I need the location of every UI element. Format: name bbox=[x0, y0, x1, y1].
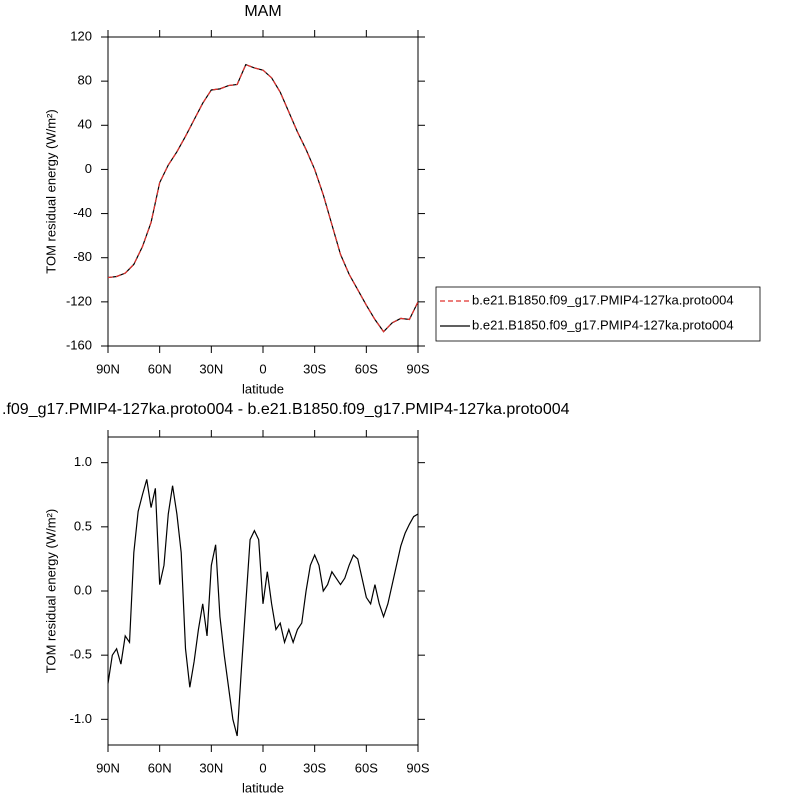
y-tick-label: -120 bbox=[66, 293, 92, 308]
legend-label: b.e21.B1850.f09_g17.PMIP4-127ka.proto004 bbox=[472, 292, 734, 307]
y-tick-label: 0.5 bbox=[74, 518, 92, 533]
y-tick-label: 40 bbox=[78, 117, 92, 132]
x-tick-label: 60N bbox=[148, 361, 172, 376]
y-tick-label: -40 bbox=[73, 205, 92, 220]
y-tick-label: 120 bbox=[70, 28, 92, 43]
plot-frame bbox=[107, 36, 419, 347]
y-tick-label: 1.0 bbox=[74, 454, 92, 469]
data-line bbox=[107, 63, 419, 333]
x-tick-label: 30S bbox=[303, 361, 326, 376]
x-tick-label: 60S bbox=[355, 760, 378, 775]
x-tick-label: 30N bbox=[199, 361, 223, 376]
y-tick-label: -80 bbox=[73, 249, 92, 264]
x-tick-label: 30N bbox=[199, 760, 223, 775]
chart-title: MAM bbox=[244, 3, 281, 20]
y-tick-label: 0.0 bbox=[74, 582, 92, 597]
chart-title: .f09_g17.PMIP4-127ka.proto004 - b.e21.B1… bbox=[2, 401, 570, 418]
x-tick-label: 60N bbox=[148, 760, 172, 775]
x-tick-label: 90N bbox=[96, 760, 120, 775]
y-tick-label: -1.0 bbox=[70, 711, 92, 726]
data-line bbox=[107, 479, 419, 737]
x-tick-label: 0 bbox=[259, 760, 266, 775]
x-axis-label: latitude bbox=[242, 381, 284, 396]
legend-label: b.e21.B1850.f09_g17.PMIP4-127ka.proto004 bbox=[472, 317, 734, 332]
x-tick-label: 90S bbox=[406, 361, 429, 376]
x-tick-label: 90N bbox=[96, 361, 120, 376]
x-axis-label: latitude bbox=[242, 780, 284, 795]
y-tick-label: 80 bbox=[78, 73, 92, 88]
x-tick-label: 90S bbox=[406, 760, 429, 775]
plot-frame bbox=[107, 436, 419, 746]
x-tick-label: 60S bbox=[355, 361, 378, 376]
x-tick-label: 0 bbox=[259, 361, 266, 376]
y-tick-label: -0.5 bbox=[70, 647, 92, 662]
y-tick-label: -160 bbox=[66, 337, 92, 352]
x-tick-label: 30S bbox=[303, 760, 326, 775]
y-axis-label: TOM residual energy (W/m²) bbox=[43, 109, 58, 273]
legend-box bbox=[435, 286, 761, 342]
y-tick-label: 0 bbox=[85, 161, 92, 176]
y-axis-label: TOM residual energy (W/m²) bbox=[43, 509, 58, 673]
data-line bbox=[107, 63, 419, 333]
